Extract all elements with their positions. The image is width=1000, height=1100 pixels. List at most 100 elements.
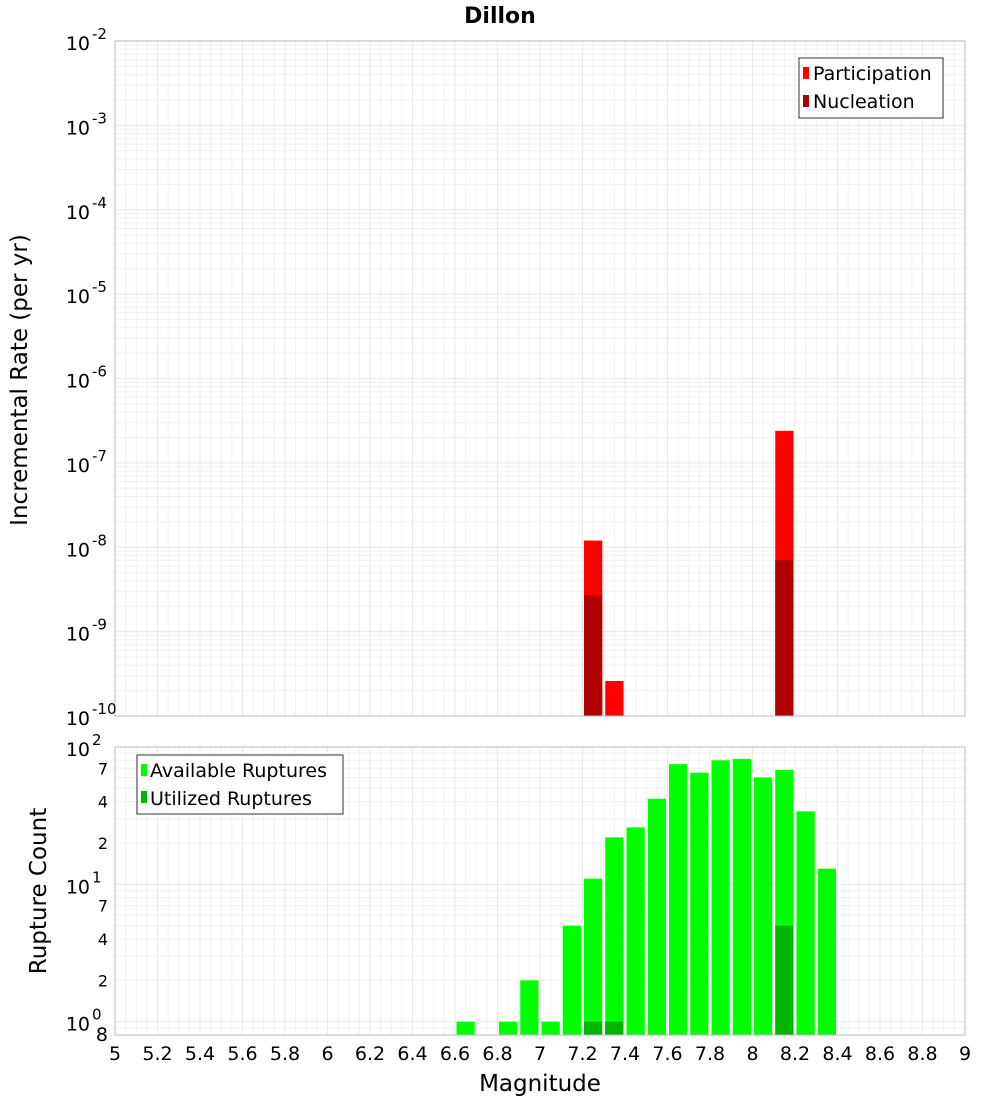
y-tick-label: 10	[66, 202, 90, 224]
x-tick-labels: 5 5.2 5.4 5.6 5.8 6 6.2 6.4 6.6 6.8 7 7.2 7.4 7.6 7.8 8…	[109, 1043, 971, 1065]
bar-available-ruptures	[711, 760, 730, 1035]
y-minor-tick-label: 8	[96, 1024, 108, 1046]
x-tick-label: 8.8	[907, 1043, 937, 1065]
bar-available-ruptures	[647, 798, 666, 1035]
bar-available-ruptures	[817, 868, 836, 1035]
y-tick-label: 10	[66, 117, 90, 139]
legend-nucleation-swatch	[803, 95, 809, 107]
bottom-grid	[114, 746, 966, 1036]
top-legend: Participation Nucleation	[798, 57, 944, 119]
legend-utilized-label: Utilized Ruptures	[150, 788, 312, 810]
bottom-legend: Available Ruptures Utilized Ruptures	[136, 754, 344, 815]
y-tick-exponent: -6	[92, 363, 107, 381]
legend-available-label: Available Ruptures	[150, 760, 327, 782]
top-legend-box	[798, 57, 944, 119]
legend-participation-swatch	[803, 67, 809, 79]
x-tick-label: 6.8	[482, 1043, 512, 1065]
x-tick-label: 8.4	[822, 1043, 852, 1065]
y-tick-label: 10	[66, 708, 90, 730]
legend-nucleation-label: Nucleation	[813, 91, 915, 113]
x-tick-label: 7	[534, 1043, 546, 1065]
y-tick-label: 10	[66, 739, 90, 761]
bar-available-ruptures	[732, 758, 751, 1035]
bar-participation	[605, 680, 624, 716]
y-tick-label: 10	[66, 286, 90, 308]
x-tick-label: 7.4	[610, 1043, 640, 1065]
y-minor-tick-label: 7	[98, 759, 108, 778]
y-tick-exponent: -3	[92, 109, 107, 127]
x-tick-label: 5.8	[270, 1043, 300, 1065]
y-tick-exponent: -2	[92, 25, 107, 43]
y-tick-exponent: 1	[92, 868, 102, 886]
y-tick-exponent: -4	[92, 194, 107, 212]
x-tick-label: 7.8	[695, 1043, 725, 1065]
x-tick-label: 5.2	[142, 1043, 172, 1065]
y-tick-exponent: 0	[92, 1006, 102, 1024]
y-minor-tick-label: 2	[98, 834, 108, 853]
bar-utilized-ruptures	[605, 1021, 624, 1035]
bar-available-ruptures	[584, 878, 603, 1035]
x-tick-label: 5	[109, 1043, 121, 1065]
bar-utilized-ruptures	[584, 1021, 603, 1035]
x-tick-label: 9	[959, 1043, 971, 1065]
bar-available-ruptures	[562, 925, 581, 1035]
bar-available-ruptures	[690, 772, 709, 1035]
x-tick-label: 8	[746, 1043, 758, 1065]
y-tick-exponent: -10	[92, 700, 117, 718]
chart-title: Dillon	[464, 4, 536, 29]
legend-participation-label: Participation	[813, 63, 932, 85]
bottom-plot-border	[114, 746, 966, 1036]
y-tick-label: 10	[66, 33, 90, 55]
x-tick-label: 6	[321, 1043, 333, 1065]
bottom-y-axis-label: Rupture Count	[26, 808, 52, 974]
y-tick-label: 10	[66, 1014, 90, 1036]
x-tick-label: 6.2	[355, 1043, 385, 1065]
y-minor-tick-label: 4	[98, 930, 108, 949]
bar-available-ruptures	[499, 1021, 518, 1035]
bar-available-ruptures	[520, 980, 539, 1035]
x-axis-label: Magnitude	[479, 1071, 601, 1097]
top-plot-border	[114, 40, 966, 717]
y-minor-tick-label: 7	[98, 897, 108, 916]
top-y-axis-label: Incremental Rate (per yr)	[7, 234, 33, 526]
bar-nucleation	[775, 560, 794, 716]
x-tick-label: 8.2	[780, 1043, 810, 1065]
x-tick-label: 6.6	[440, 1043, 470, 1065]
x-tick-label: 6.4	[397, 1043, 427, 1065]
x-tick-label: 5.6	[227, 1043, 257, 1065]
y-tick-exponent: -5	[92, 278, 107, 296]
bar-available-ruptures	[754, 777, 773, 1035]
x-tick-label: 8.6	[865, 1043, 895, 1065]
bottom-bars	[456, 758, 836, 1035]
y-tick-label: 10	[66, 876, 90, 898]
y-minor-tick-label: 2	[98, 971, 108, 990]
y-minor-tick-label: 4	[98, 793, 108, 812]
bar-available-ruptures	[796, 811, 815, 1035]
bar-available-ruptures	[626, 827, 645, 1035]
x-tick-label: 5.4	[185, 1043, 215, 1065]
bar-available-ruptures	[605, 837, 624, 1035]
bar-utilized-ruptures	[775, 925, 794, 1035]
bar-available-ruptures	[669, 764, 688, 1035]
legend-available-swatch	[141, 764, 147, 776]
y-tick-exponent: -7	[92, 447, 107, 465]
top-bars	[584, 430, 794, 716]
x-tick-label: 7.6	[652, 1043, 682, 1065]
y-tick-exponent: 2	[92, 731, 102, 749]
legend-utilized-swatch	[141, 791, 147, 803]
y-tick-label: 10	[66, 371, 90, 393]
y-tick-label: 10	[66, 624, 90, 646]
bar-available-ruptures	[456, 1021, 475, 1035]
bottom-legend-box	[136, 754, 344, 815]
y-tick-exponent: -9	[92, 616, 107, 634]
top-grid	[114, 40, 966, 717]
bar-available-ruptures	[541, 1021, 560, 1035]
y-tick-label: 10	[66, 455, 90, 477]
bar-nucleation	[584, 595, 603, 716]
y-tick-label: 10	[66, 539, 90, 561]
